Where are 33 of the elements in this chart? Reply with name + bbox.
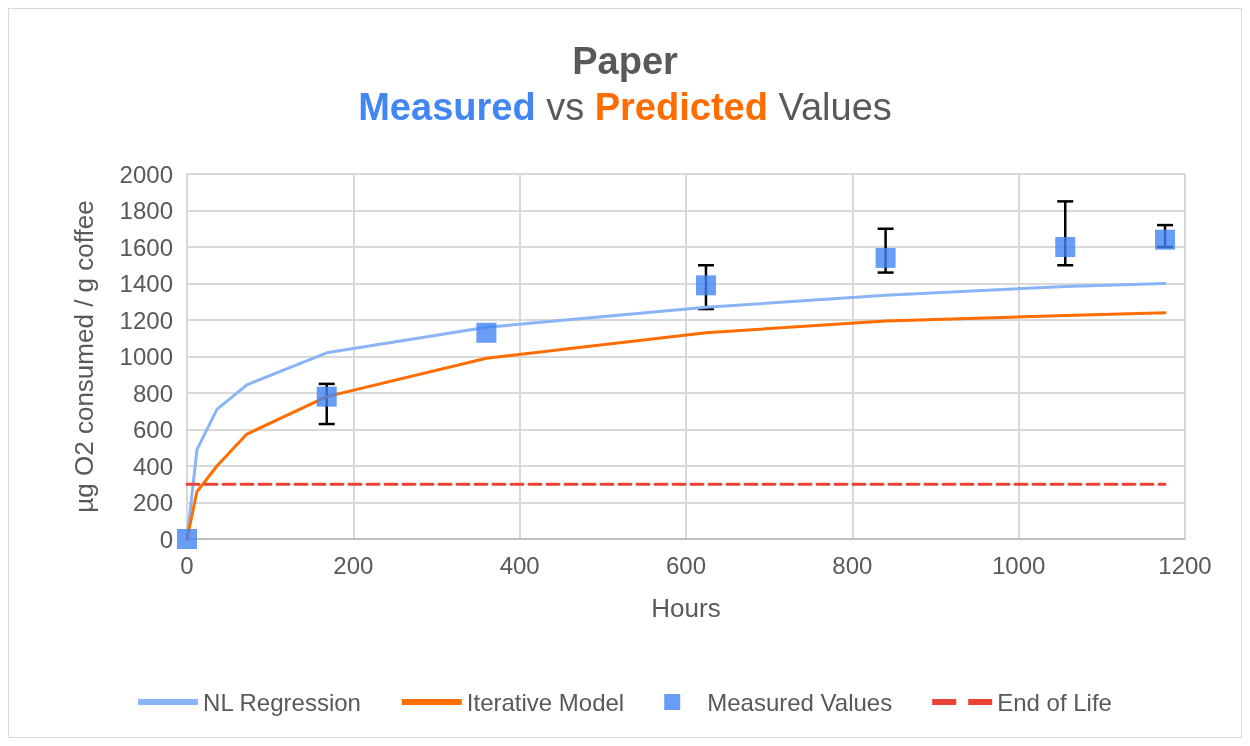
y-tick-label: 200 [132, 489, 173, 516]
legend-label: Measured Values [707, 688, 893, 716]
x-tick-label: 200 [333, 551, 374, 579]
y-axis-title: µg O2 consumed / g coffee [69, 200, 99, 513]
point [476, 322, 497, 343]
x-tick-label: 1000 [991, 551, 1046, 579]
legend-label: Iterative Model [466, 688, 625, 716]
x-tick-label: 600 [665, 551, 707, 579]
point [1055, 237, 1076, 257]
x-tick-label: 400 [499, 551, 540, 579]
point [177, 529, 197, 549]
y-tick-label: 800 [132, 379, 173, 407]
y-tick-label: 1800 [119, 197, 173, 224]
point [1155, 229, 1176, 250]
legend-label: NL Regression [203, 688, 361, 716]
y-tick-label: 0 [159, 525, 173, 553]
legend-label: End of Life [997, 688, 1112, 716]
x-axis-title: Hours [651, 593, 721, 623]
x-tick-label: 1200 [1158, 551, 1212, 579]
x-tick-label: 0 [180, 551, 194, 579]
y-tick-label: 400 [132, 452, 173, 480]
y-tick-label: 2000 [119, 160, 173, 188]
y-tick-label: 1400 [119, 270, 173, 297]
point [316, 386, 337, 407]
chart-subtitle: Measured vs Predicted Values [358, 86, 892, 128]
y-tick-label: 1000 [119, 343, 173, 370]
y-tick-label: 600 [132, 416, 173, 443]
x-tick-label: 800 [832, 551, 873, 579]
point [695, 275, 716, 296]
y-tick-label: 1200 [119, 306, 173, 334]
chart-title: Paper [572, 40, 679, 82]
point [875, 247, 896, 268]
y-tick-label: 1600 [119, 233, 173, 261]
